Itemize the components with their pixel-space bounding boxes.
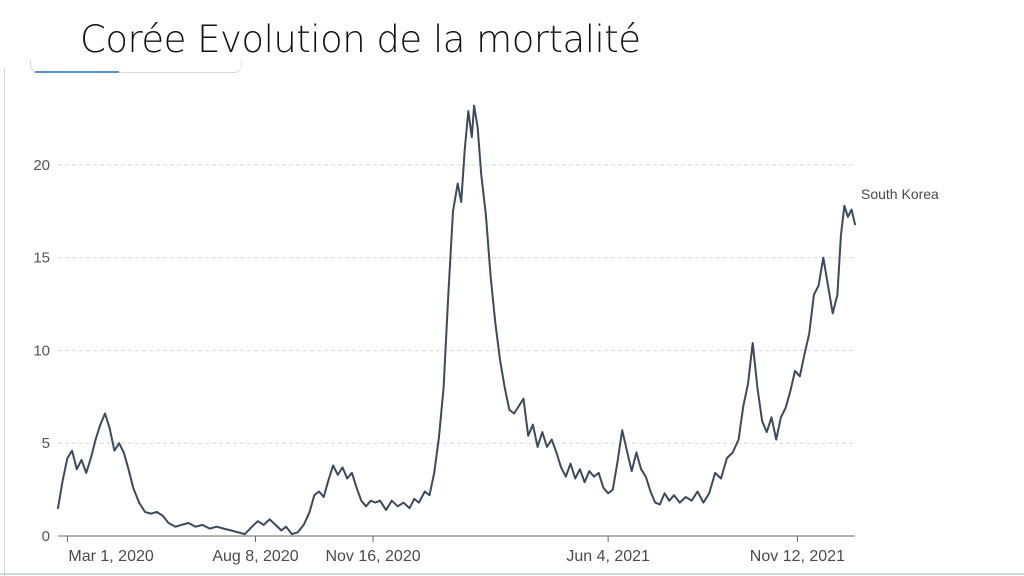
y-axis-ticks: 0 5 10 15 20 [33, 157, 50, 545]
y-tick-label: 5 [42, 435, 50, 452]
series-line-south-korea [57, 104, 856, 536]
bottom-rule [0, 573, 1024, 575]
y-tick-label: 10 [33, 342, 50, 359]
mortality-line-chart: 0 5 10 15 20 Mar 1, 2020 Aug 8, 2020 Nov 16, 2… [33, 104, 939, 565]
series-layer: South Korea [57, 104, 939, 536]
x-tick-label: Jun 4, 2021 [566, 548, 650, 565]
y-tick-label: 15 [33, 250, 50, 267]
x-tick-label: Nov 16, 2020 [325, 548, 420, 565]
x-tick-label: Aug 8, 2020 [212, 548, 298, 565]
chart-frame-border [4, 68, 5, 576]
series-label: South Korea [861, 186, 939, 202]
tab-bar-fragment [30, 60, 242, 73]
y-tick-label: 0 [42, 528, 50, 545]
x-tick-label: Mar 1, 2020 [68, 548, 153, 565]
y-tick-label: 20 [33, 157, 50, 174]
grid-lines [58, 164, 855, 444]
slide-title: Corée Evolution de la mortalité [80, 18, 641, 61]
x-tick-label: Nov 12, 2021 [750, 548, 845, 565]
x-axis: Mar 1, 2020 Aug 8, 2020 Nov 16, 2020 Jun 4,… [58, 535, 855, 565]
